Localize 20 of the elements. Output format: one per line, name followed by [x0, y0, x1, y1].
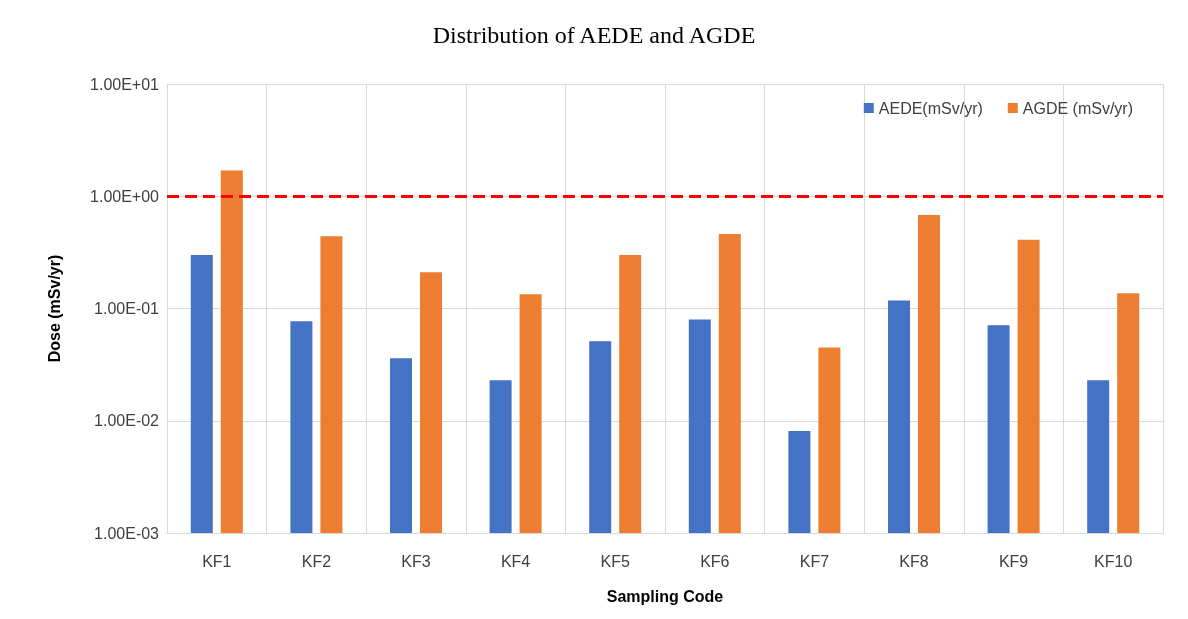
chart-title: Distribution of AEDE and AGDE — [432, 22, 756, 48]
x-tick-label: KF5 — [600, 552, 630, 570]
x-tick-label: KF10 — [1094, 552, 1133, 570]
x-tick-label: KF1 — [202, 552, 232, 570]
x-tick-label: KF3 — [401, 552, 431, 570]
y-axis-title: Dose (mSv/yr) — [45, 254, 63, 363]
y-tick-label: 1.00E+01 — [90, 75, 160, 93]
y-tick-label: 1.00E-03 — [94, 524, 160, 542]
y-tick-label: 1.00E+00 — [90, 187, 160, 205]
x-axis-title: Sampling Code — [606, 587, 724, 605]
x-tick-label: KF9 — [998, 552, 1029, 570]
legend-label: AEDE(mSv/yr) — [878, 99, 983, 117]
x-tick-label: KF2 — [301, 552, 332, 570]
y-tick-label: 1.00E-02 — [94, 412, 160, 430]
x-tick-label: KF8 — [899, 552, 929, 570]
y-tick-label: 1.00E-01 — [94, 300, 160, 317]
x-tick-label: KF6 — [700, 552, 730, 570]
x-tick-label: KF7 — [799, 552, 830, 570]
x-tick-label: KF4 — [500, 552, 531, 570]
legend-label: AGDE (mSv/yr) — [1022, 99, 1133, 117]
